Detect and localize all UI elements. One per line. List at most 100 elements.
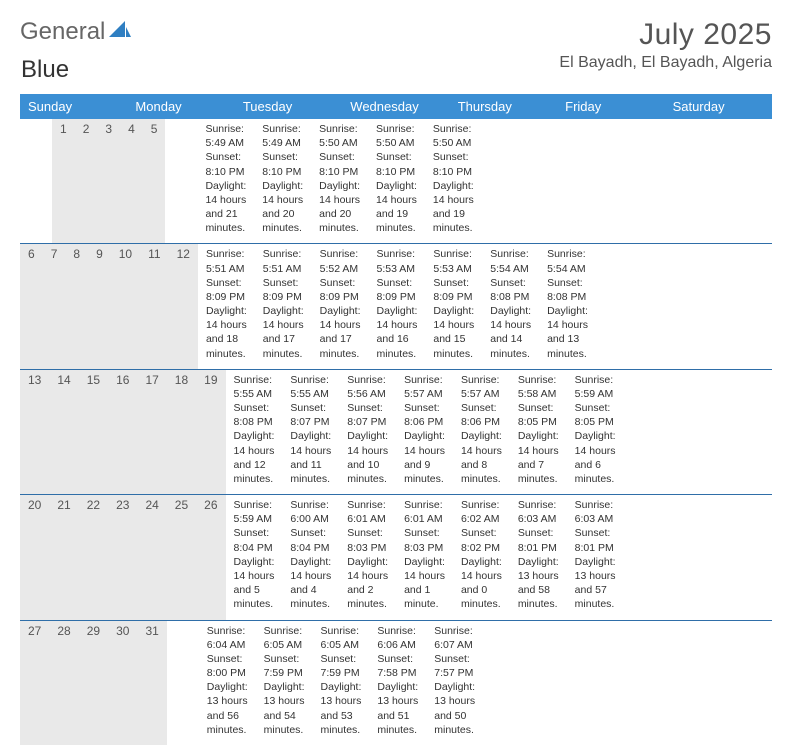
calendar: Sunday Monday Tuesday Wednesday Thursday… <box>20 94 772 745</box>
day-line: Daylight: 14 hours <box>547 304 588 332</box>
day-header-sun: Sunday <box>20 94 127 119</box>
day-num: 29 <box>79 621 108 745</box>
day-line: and 54 minutes. <box>264 709 305 737</box>
day-header-thu: Thursday <box>450 94 557 119</box>
day-num: 3 <box>97 119 120 243</box>
title-block: July 2025 El Bayadh, El Bayadh, Algeria <box>559 18 772 72</box>
day-line: Sunset: 8:01 PM <box>518 526 559 554</box>
day-line: and 58 minutes. <box>518 583 559 611</box>
day-line: and 7 minutes. <box>518 458 559 486</box>
day-num: 2 <box>75 119 98 243</box>
day-body: Sunrise: 5:50 AMSunset: 8:10 PMDaylight:… <box>311 119 368 243</box>
month-title: July 2025 <box>559 18 772 52</box>
day-line: Daylight: 14 hours <box>575 429 616 457</box>
day-line: Sunrise: 6:05 AM <box>264 624 305 652</box>
day-line: Daylight: 13 hours <box>434 680 475 708</box>
day-line: and 4 minutes. <box>290 583 331 611</box>
day-line: and 6 minutes. <box>575 458 616 486</box>
day-num: 28 <box>49 621 78 745</box>
day-num: 24 <box>137 495 166 619</box>
logo-sail-icon <box>109 18 131 46</box>
day-num: 9 <box>88 244 111 368</box>
day-line: Sunrise: 6:04 AM <box>207 624 248 652</box>
day-body: Sunrise: 5:50 AMSunset: 8:10 PMDaylight:… <box>425 119 482 243</box>
day-line: Sunrise: 6:06 AM <box>377 624 418 652</box>
day-num: 4 <box>120 119 143 243</box>
day-body-row: Sunrise: 5:55 AMSunset: 8:08 PMDaylight:… <box>226 370 624 494</box>
day-line: Sunrise: 6:03 AM <box>518 498 559 526</box>
day-line: Sunset: 7:59 PM <box>264 652 305 680</box>
day-line: Sunrise: 5:50 AM <box>376 122 417 150</box>
day-line: Sunrise: 5:55 AM <box>234 373 275 401</box>
day-line: Sunrise: 5:59 AM <box>575 373 616 401</box>
day-line: Sunset: 8:06 PM <box>404 401 445 429</box>
day-line: Daylight: 14 hours <box>404 429 445 457</box>
day-num-row: 13141516171819 <box>20 370 226 494</box>
day-line: Daylight: 14 hours <box>490 304 531 332</box>
day-body: Sunrise: 5:57 AMSunset: 8:06 PMDaylight:… <box>396 370 453 494</box>
day-body: Sunrise: 5:49 AMSunset: 8:10 PMDaylight:… <box>197 119 254 243</box>
day-line: Sunset: 8:03 PM <box>404 526 445 554</box>
day-line: Daylight: 14 hours <box>319 179 360 207</box>
day-line: Sunset: 7:57 PM <box>434 652 475 680</box>
week-row: 12345Sunrise: 5:49 AMSunset: 8:10 PMDayl… <box>20 119 772 244</box>
week-row: 13141516171819Sunrise: 5:55 AMSunset: 8:… <box>20 370 772 495</box>
day-line: and 20 minutes. <box>319 207 360 235</box>
day-line: Sunrise: 5:50 AM <box>433 122 474 150</box>
day-line: and 8 minutes. <box>461 458 502 486</box>
day-line: and 1 minute. <box>404 583 445 611</box>
day-body: Sunrise: 6:05 AMSunset: 7:59 PMDaylight:… <box>256 621 313 745</box>
day-body: Sunrise: 5:53 AMSunset: 8:09 PMDaylight:… <box>369 244 426 368</box>
day-line: Sunrise: 5:53 AM <box>377 247 418 275</box>
day-num: 15 <box>79 370 108 494</box>
day-line: Daylight: 13 hours <box>518 555 559 583</box>
day-num: 23 <box>108 495 137 619</box>
day-line: Daylight: 14 hours <box>433 179 474 207</box>
day-line: and 17 minutes. <box>320 332 361 360</box>
day-num: 17 <box>137 370 166 494</box>
day-body-row: Sunrise: 5:51 AMSunset: 8:09 PM Daylight:… <box>198 244 596 368</box>
day-num: 21 <box>49 495 78 619</box>
day-body: Sunrise: 5:56 AMSunset: 8:07 PMDaylight:… <box>339 370 396 494</box>
day-body <box>165 119 181 243</box>
day-num: 16 <box>108 370 137 494</box>
day-header-wed: Wednesday <box>342 94 449 119</box>
day-line: Sunrise: 5:51 AM <box>206 247 247 275</box>
day-body: Sunrise: 6:03 AMSunset: 8:01 PMDaylight:… <box>567 495 624 619</box>
day-line: and 18 minutes. <box>206 332 247 360</box>
day-line: Daylight: 14 hours <box>205 179 246 207</box>
day-line: and 10 minutes. <box>347 458 388 486</box>
day-line: Sunset: 8:08 PM <box>547 276 588 304</box>
logo: General <box>20 18 135 46</box>
day-line: Sunrise: 5:52 AM <box>320 247 361 275</box>
day-body: Sunrise: 5:58 AMSunset: 8:05 PMDaylight:… <box>510 370 567 494</box>
day-num-row: 2728293031 <box>20 621 199 745</box>
day-line: and 57 minutes. <box>575 583 616 611</box>
week-row: 6789101112Sunrise: 5:51 AMSunset: 8:09 P… <box>20 244 772 369</box>
day-line: Sunset: 8:07 PM <box>290 401 331 429</box>
day-line: Daylight: 14 hours <box>290 555 331 583</box>
day-header-tue: Tuesday <box>235 94 342 119</box>
day-body: Sunrise: 5:53 AMSunset: 8:09 PMDaylight:… <box>425 244 482 368</box>
day-line: and 5 minutes. <box>234 583 275 611</box>
day-line: Sunset: 8:09 PM <box>206 276 247 304</box>
day-line: Sunrise: 6:01 AM <box>404 498 445 526</box>
day-body: Sunrise: 6:04 AMSunset: 8:00 PMDaylight:… <box>199 621 256 745</box>
day-body: Sunrise: 5:59 AMSunset: 8:04 PMDaylight:… <box>226 495 283 619</box>
day-line: Daylight: 14 hours <box>262 179 303 207</box>
day-body: Sunrise: 6:01 AMSunset: 8:03 PMDaylight:… <box>339 495 396 619</box>
day-line: Daylight: 13 hours <box>321 680 362 708</box>
day-line: Sunset: 8:04 PM <box>290 526 331 554</box>
day-line: Daylight: 14 hours <box>320 304 361 332</box>
day-line: and 15 minutes. <box>433 332 474 360</box>
day-line: and 13 minutes. <box>547 332 588 360</box>
week-row: 2728293031Sunrise: 6:04 AMSunset: 8:00 P… <box>20 621 772 745</box>
day-line: Sunset: 8:01 PM <box>575 526 616 554</box>
day-line: Sunrise: 6:02 AM <box>461 498 502 526</box>
day-header-fri: Friday <box>557 94 664 119</box>
day-line: Sunrise: 5:56 AM <box>347 373 388 401</box>
day-line: Daylight: 13 hours <box>377 680 418 708</box>
day-num: 18 <box>167 370 196 494</box>
day-line: and 17 minutes. <box>263 332 304 360</box>
day-body: Sunrise: 6:02 AMSunset: 8:02 PMDaylight:… <box>453 495 510 619</box>
